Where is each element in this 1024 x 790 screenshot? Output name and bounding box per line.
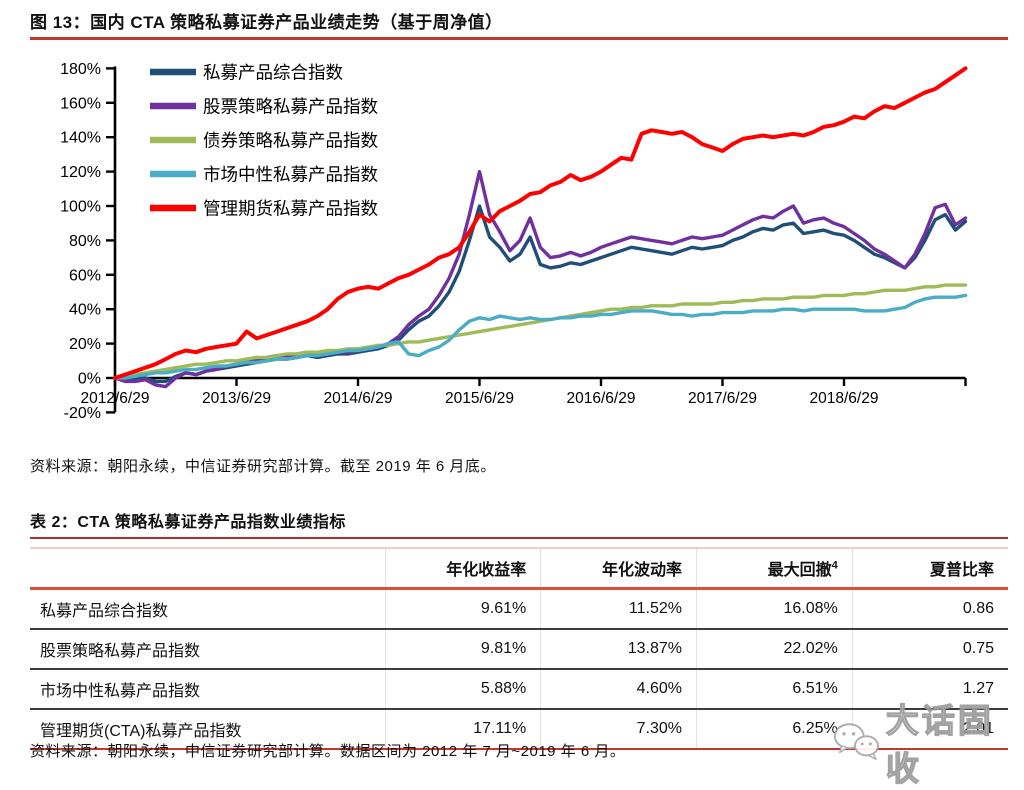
row-value: 11.52%: [540, 588, 697, 630]
row-value: 4.60%: [540, 669, 697, 710]
y-tick-label: 120%: [60, 164, 101, 181]
row-label: 私募产品综合指数: [30, 588, 385, 630]
row-value: 17.11%: [384, 709, 541, 750]
series-line-4: [113, 66, 968, 380]
chart-source-note: 资料来源：朝阳永续，中信证券研究部计算。截至 2019 年 6 月底。: [30, 458, 496, 475]
x-tick-label: 2014/6/29: [324, 390, 393, 407]
y-tick-label: 80%: [69, 233, 101, 250]
legend-label: 市场中性私募产品指数: [203, 165, 378, 185]
x-tick-label: 2012/6/29: [81, 390, 150, 407]
y-tick-label: 0%: [78, 371, 101, 388]
legend-label: 股票策略私募产品指数: [203, 97, 378, 117]
row-label: 股票策略私募产品指数: [30, 629, 385, 670]
legend-label: 债券策略私募产品指数: [203, 131, 378, 151]
table-header: 年化收益率 年化波动率 最大回撤4 夏普比率: [30, 547, 1008, 590]
figure-title: 图 13：国内 CTA 策略私募证券产品业绩走势（基于周净值）: [30, 13, 503, 32]
row-value: 9.61%: [384, 588, 541, 630]
table-title-rule: [30, 537, 1008, 539]
y-tick-label: 60%: [69, 267, 101, 284]
row-label: 管理期货(CTA)私募产品指数: [30, 709, 385, 750]
row-value: 0.86: [851, 588, 1008, 630]
y-tick-label: 160%: [60, 95, 101, 112]
row-value: 9.81%: [384, 629, 541, 670]
legend-label: 私募产品综合指数: [203, 63, 343, 83]
row-value: 1.27: [851, 669, 1008, 710]
table-title: 表 2：CTA 策略私募证券产品指数业绩指标: [30, 514, 346, 531]
row-value: 22.02%: [696, 629, 853, 670]
table-header-col: 最大回撤4: [696, 547, 853, 590]
table-header-col: 年化收益率: [384, 547, 541, 590]
row-value: 13.87%: [540, 629, 697, 670]
y-tick-label: 140%: [60, 130, 101, 147]
table-header-col: 年化波动率: [540, 547, 697, 590]
y-tick-label: 20%: [69, 336, 101, 353]
y-tick-label: -20%: [64, 405, 101, 422]
x-tick-label: 2013/6/29: [202, 390, 271, 407]
chart-axes: 180%160%140%120%100%80%60%40%20%0%-20%20…: [60, 61, 967, 422]
table-row: 股票策略私募产品指数 9.81% 13.87% 22.02% 0.75: [30, 629, 1008, 670]
y-tick-label: 40%: [69, 302, 101, 319]
y-tick-label: 100%: [60, 199, 101, 216]
row-value: 5.88%: [384, 669, 541, 710]
chart-series: [113, 66, 968, 389]
x-tick-label: 2017/6/29: [688, 390, 757, 407]
row-value: 2.01: [851, 709, 1008, 750]
x-tick-label: 2018/6/29: [810, 390, 879, 407]
table-header-name-col: [30, 547, 385, 590]
row-value: 16.08%: [696, 588, 853, 630]
row-value: 6.25%: [696, 709, 853, 750]
performance-table: 年化收益率 年化波动率 最大回撤4 夏普比率 私募产品综合指数 9.61% 11.52% 1…: [30, 547, 1008, 750]
row-value: 7.30%: [540, 709, 697, 750]
row-label: 市场中性私募产品指数: [30, 669, 385, 710]
chart-legend: 私募产品综合指数股票策略私募产品指数债券策略私募产品指数市场中性私募产品指数管理…: [150, 63, 378, 219]
row-value: 0.75: [851, 629, 1008, 670]
table-row: 私募产品综合指数 9.61% 11.52% 16.08% 0.86: [30, 588, 1008, 630]
table-header-col: 夏普比率: [851, 547, 1008, 590]
legend-label: 管理期货私募产品指数: [203, 199, 378, 219]
title-rule-red: [30, 37, 1008, 40]
y-tick-label: 180%: [60, 61, 101, 78]
series-line-3: [113, 293, 968, 380]
table-source-note: 资料来源：朝阳永续，中信证券研究部计算。数据区间为 2012 年 7 月~201…: [30, 743, 626, 760]
x-tick-label: 2016/6/29: [567, 390, 636, 407]
performance-chart: 180%160%140%120%100%80%60%40%20%0%-20%20…: [60, 61, 968, 422]
x-tick-label: 2015/6/29: [445, 390, 514, 407]
row-value: 6.51%: [696, 669, 853, 710]
table-row: 市场中性私募产品指数 5.88% 4.60% 6.51% 1.27: [30, 669, 1008, 710]
